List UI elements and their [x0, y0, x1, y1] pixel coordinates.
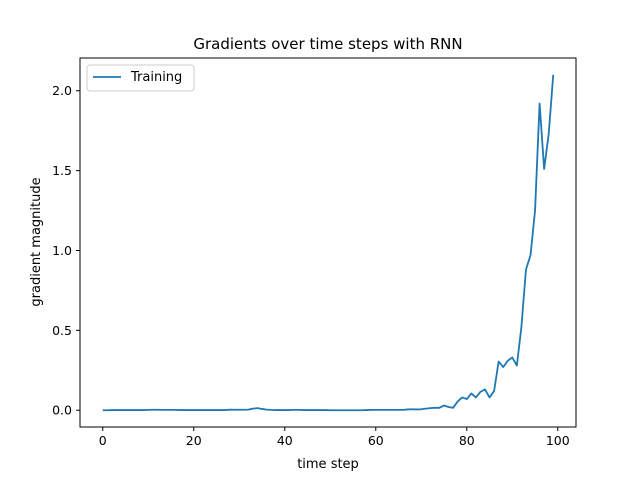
legend: Training: [86, 64, 195, 92]
chart-title: Gradients over time steps with RNN: [193, 35, 462, 53]
y-tick-label: 1.5: [52, 163, 72, 178]
y-tick-label: 0.0: [52, 403, 72, 418]
x-axis-label: time step: [297, 457, 359, 472]
x-tick-label: 60: [368, 433, 384, 448]
y-tick-label: 2.0: [52, 83, 72, 98]
y-tick-label: 0.5: [52, 323, 72, 338]
series-line-training: [102, 74, 555, 412]
x-axis-ticks: 0 20 40 60 80 100: [99, 427, 570, 448]
plot-frame: [79, 57, 577, 428]
y-axis-label: gradient magnitude: [29, 177, 44, 306]
x-tick-label: 20: [186, 433, 202, 448]
series-group: [102, 74, 555, 412]
x-tick-label: 80: [459, 433, 475, 448]
x-tick-label: 0: [99, 433, 107, 448]
y-axis-ticks: 0.0 0.5 1.0 1.5 2.0: [52, 83, 80, 418]
plot-area: 0 20 40 60 80 100 0.0 0.5 1.0 1.5 2.0: [52, 57, 577, 448]
legend-label-training: Training: [130, 70, 182, 85]
x-tick-label: 40: [277, 433, 293, 448]
x-tick-label: 100: [546, 433, 570, 448]
legend-box: [86, 64, 195, 92]
y-tick-label: 1.0: [52, 243, 72, 258]
